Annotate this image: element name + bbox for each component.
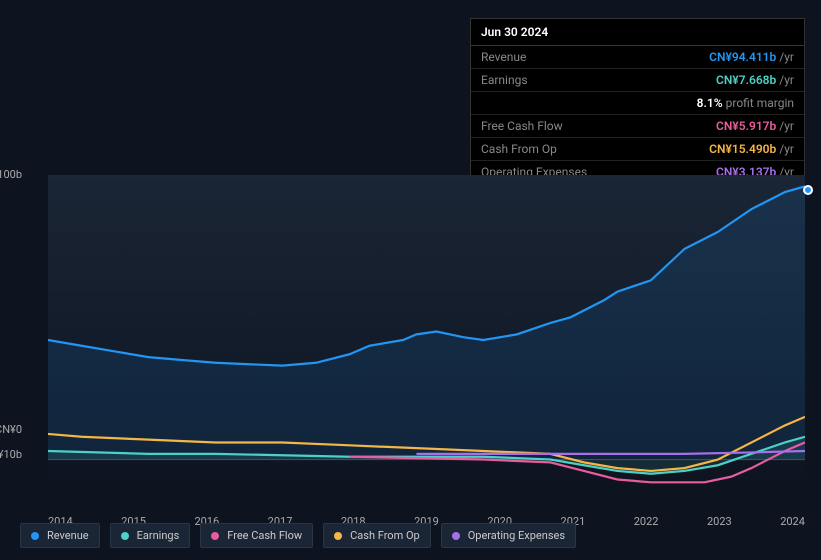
tooltip-value: CN¥15.490b <box>709 142 776 156</box>
legend-dot-icon <box>31 532 39 540</box>
legend: Revenue Earnings Free Cash Flow Cash From O… <box>20 523 576 548</box>
y-label: CN¥0 <box>0 423 22 436</box>
legend-item[interactable]: Cash From Op <box>323 523 431 548</box>
tooltip-label <box>481 96 697 110</box>
tooltip-value: CN¥7.668b <box>716 73 776 87</box>
tooltip-value: CN¥94.411b <box>709 50 776 64</box>
legend-dot-icon <box>211 532 219 540</box>
legend-label: Earnings <box>137 529 180 542</box>
legend-dot-icon <box>452 532 460 540</box>
tooltip-unit: /yr <box>779 73 794 87</box>
tooltip-value: CN¥5.917b <box>716 119 776 133</box>
x-label: 2023 <box>707 515 732 528</box>
tooltip-unit: /yr <box>779 50 794 64</box>
tooltip-date: Jun 30 2024 <box>471 19 804 46</box>
tooltip-row: RevenueCN¥94.411b/yr <box>471 46 804 69</box>
tooltip-label: Revenue <box>481 50 709 64</box>
legend-item[interactable]: Earnings <box>110 523 191 548</box>
x-label: 2024 <box>780 515 805 528</box>
legend-label: Operating Expenses <box>468 529 565 542</box>
legend-item[interactable]: Operating Expenses <box>441 523 576 548</box>
tooltip-row: 8.1%profit margin <box>471 92 804 115</box>
tooltip-label: Free Cash Flow <box>481 119 716 133</box>
legend-dot-icon <box>334 532 342 540</box>
legend-dot-icon <box>121 532 129 540</box>
tooltip-label: Cash From Op <box>481 142 709 156</box>
tooltip-value: 8.1% <box>697 96 723 110</box>
current-marker <box>803 185 813 195</box>
x-label: 2022 <box>634 515 659 528</box>
plot-area[interactable] <box>48 175 805 488</box>
y-label: -CN¥10b <box>0 448 22 461</box>
tooltip-row: EarningsCN¥7.668b/yr <box>471 69 804 92</box>
legend-label: Cash From Op <box>350 529 420 542</box>
legend-item[interactable]: Free Cash Flow <box>200 523 313 548</box>
tooltip-unit: profit margin <box>726 96 794 110</box>
chart-svg <box>48 175 805 488</box>
legend-label: Free Cash Flow <box>227 529 302 542</box>
tooltip-row: Free Cash FlowCN¥5.917b/yr <box>471 115 804 138</box>
tooltip-unit: /yr <box>779 142 794 156</box>
tooltip-unit: /yr <box>779 119 794 133</box>
tooltip-label: Earnings <box>481 73 716 87</box>
legend-label: Revenue <box>47 529 89 542</box>
y-label: CN¥100b <box>0 168 22 181</box>
chart-area: CN¥100bCN¥0-CN¥10b 201420152016201720182… <box>16 155 805 510</box>
legend-item[interactable]: Revenue <box>20 523 100 548</box>
